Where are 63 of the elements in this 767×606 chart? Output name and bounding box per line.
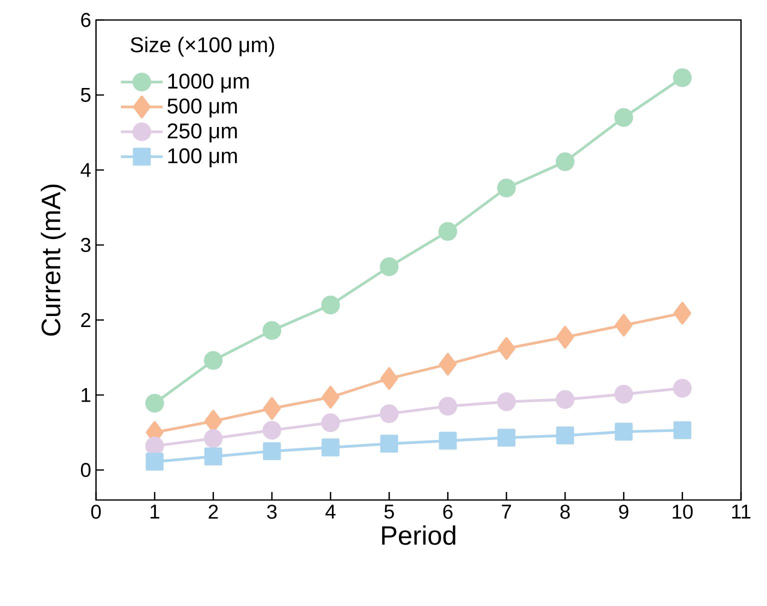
point xyxy=(262,321,282,340)
point xyxy=(380,404,399,424)
point xyxy=(614,108,634,127)
y-tick-label: 2 xyxy=(81,313,90,327)
point xyxy=(556,326,574,349)
point xyxy=(673,378,692,398)
point xyxy=(204,429,223,448)
point xyxy=(673,68,692,88)
x-tick-label: 10 xyxy=(672,504,693,519)
legend-label: 500 μm xyxy=(168,98,237,118)
point xyxy=(556,390,574,409)
point xyxy=(263,397,281,420)
x-tick-label: 4 xyxy=(325,504,336,518)
point xyxy=(497,178,516,198)
point xyxy=(498,337,516,360)
point xyxy=(204,351,223,370)
point xyxy=(145,394,164,413)
x-tick-label: 5 xyxy=(384,504,394,519)
legend-label: 1000 μm xyxy=(168,74,249,93)
x-tick-label: 11 xyxy=(732,504,750,518)
legend-title: Size (×100 μm) xyxy=(130,36,274,57)
y-tick-label: 3 xyxy=(80,238,90,252)
x-tick-label: 6 xyxy=(443,504,453,519)
point xyxy=(322,386,340,409)
x-tick-label: 9 xyxy=(619,504,628,519)
point xyxy=(674,302,692,325)
point xyxy=(498,428,516,447)
y-tick-label: 4 xyxy=(80,163,91,177)
point xyxy=(556,426,574,444)
point xyxy=(204,448,222,466)
point xyxy=(380,367,398,390)
point xyxy=(438,396,458,416)
point xyxy=(438,222,458,241)
y-tick-label: 1 xyxy=(82,388,90,402)
point xyxy=(556,152,574,172)
y-tick-label: 6 xyxy=(81,12,90,28)
point xyxy=(321,413,340,432)
point xyxy=(322,438,340,456)
point xyxy=(614,422,633,441)
point xyxy=(673,421,692,440)
x-tick-label: 8 xyxy=(560,504,570,519)
point xyxy=(497,392,516,412)
x-axis-title: Period xyxy=(382,525,456,545)
point xyxy=(380,257,399,276)
point xyxy=(262,420,282,440)
x-tick-label: 1 xyxy=(150,504,160,518)
y-axis-title: Current (mA) xyxy=(40,184,66,336)
y-tick-label: 5 xyxy=(80,88,90,102)
point xyxy=(614,314,633,337)
point xyxy=(438,432,457,450)
x-tick-label: 2 xyxy=(208,504,218,519)
point xyxy=(438,352,457,376)
point xyxy=(262,442,281,460)
x-tick-label: 3 xyxy=(267,504,277,519)
legend-label: 250 μm xyxy=(168,123,237,142)
y-tick-label: 0 xyxy=(80,462,91,478)
point xyxy=(146,452,164,471)
point xyxy=(380,434,398,453)
x-tick-label: 0 xyxy=(91,504,101,519)
legend-label: 100 μm xyxy=(168,148,237,168)
x-tick-label: 7 xyxy=(502,504,512,518)
point xyxy=(614,384,634,404)
point xyxy=(321,296,340,314)
